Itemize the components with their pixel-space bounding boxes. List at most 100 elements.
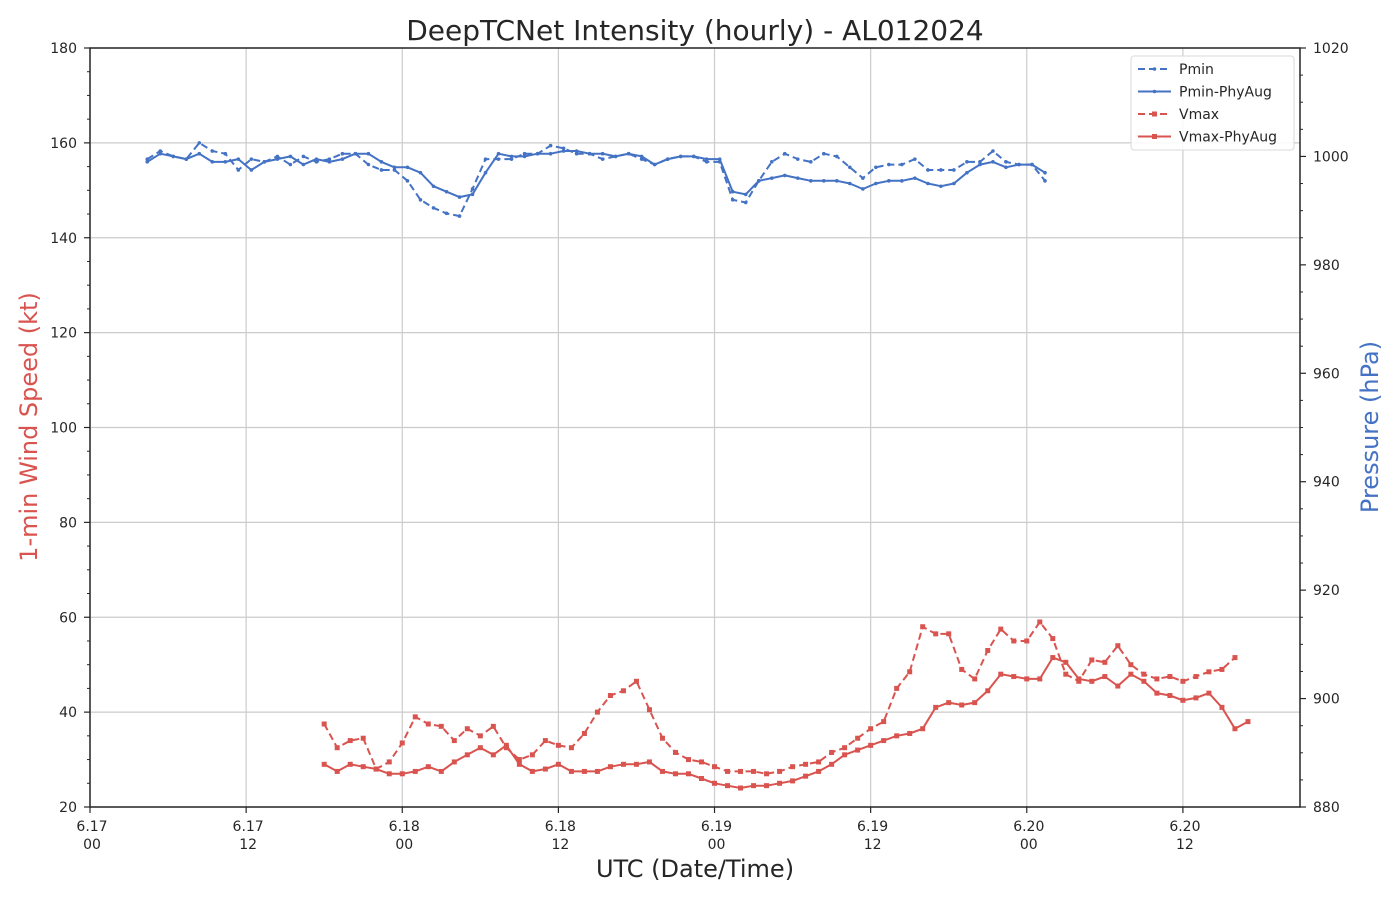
data-point bbox=[848, 181, 852, 186]
data-point bbox=[158, 149, 163, 153]
data-point bbox=[907, 669, 913, 675]
data-point bbox=[399, 740, 405, 746]
data-point bbox=[581, 768, 587, 774]
data-point bbox=[907, 730, 913, 736]
data-point bbox=[777, 768, 783, 774]
data-point bbox=[1050, 636, 1056, 642]
data-point bbox=[262, 160, 267, 164]
x-tick-label-time: 12 bbox=[551, 837, 569, 853]
data-point bbox=[425, 721, 431, 727]
data-point bbox=[529, 768, 535, 774]
data-point bbox=[887, 162, 891, 167]
data-point bbox=[418, 170, 423, 175]
x-tick-label-time: 12 bbox=[864, 837, 882, 853]
y-tick-label-right: 960 bbox=[1313, 366, 1340, 382]
data-point bbox=[965, 160, 969, 164]
legend-label: Pmin-PhyAug bbox=[1179, 85, 1272, 101]
data-point bbox=[685, 771, 691, 777]
data-point bbox=[561, 146, 566, 151]
data-point bbox=[946, 700, 952, 706]
x-axis-title: UTC (Date/Time) bbox=[596, 855, 794, 883]
data-point bbox=[360, 735, 366, 741]
y-tick-label-right: 880 bbox=[1313, 800, 1340, 816]
data-point bbox=[327, 160, 332, 164]
data-point bbox=[808, 179, 813, 183]
series-layer bbox=[145, 141, 1251, 791]
data-point bbox=[991, 149, 995, 153]
legend-label: Vmax bbox=[1179, 107, 1219, 123]
data-point bbox=[868, 726, 874, 732]
data-point bbox=[457, 195, 462, 199]
data-point bbox=[913, 176, 917, 180]
data-point bbox=[1017, 162, 1021, 167]
data-point bbox=[1245, 719, 1251, 725]
data-point bbox=[1128, 671, 1134, 677]
data-point bbox=[803, 773, 809, 779]
data-point bbox=[516, 757, 522, 763]
data-point bbox=[1115, 683, 1121, 689]
data-point bbox=[457, 214, 462, 218]
data-point bbox=[431, 184, 436, 189]
legend-frame bbox=[1130, 55, 1295, 151]
data-point bbox=[1102, 674, 1108, 680]
data-point bbox=[712, 780, 718, 786]
x-tick-label-time: 00 bbox=[83, 837, 101, 853]
data-point bbox=[1219, 704, 1225, 710]
data-point bbox=[816, 759, 822, 765]
data-point bbox=[691, 154, 696, 159]
x-tick-label-date: 6.20 bbox=[1013, 819, 1044, 835]
data-point bbox=[1115, 643, 1121, 649]
data-point bbox=[249, 157, 254, 161]
data-point bbox=[197, 141, 202, 145]
data-point bbox=[782, 173, 787, 178]
data-point bbox=[496, 157, 501, 161]
data-point bbox=[646, 759, 652, 765]
data-point bbox=[444, 189, 449, 194]
data-point bbox=[334, 768, 340, 774]
data-point bbox=[639, 154, 644, 159]
legend-label: Pmin bbox=[1179, 62, 1214, 78]
data-point bbox=[574, 149, 579, 153]
x-tick-label-date: 6.17 bbox=[76, 819, 107, 835]
x-tick-label-time: 00 bbox=[1020, 837, 1038, 853]
y-tick-label-left: 120 bbox=[50, 326, 77, 342]
data-point bbox=[639, 157, 644, 161]
data-point bbox=[965, 170, 969, 175]
y-tick-label-left: 80 bbox=[59, 515, 77, 531]
y-tick-label-right: 1000 bbox=[1313, 149, 1349, 165]
data-point bbox=[764, 771, 770, 777]
data-point bbox=[470, 187, 475, 191]
data-point bbox=[646, 707, 652, 713]
data-point bbox=[386, 759, 392, 765]
data-point bbox=[1180, 697, 1186, 703]
data-point bbox=[1141, 678, 1147, 684]
data-point bbox=[379, 168, 384, 172]
data-point bbox=[522, 151, 527, 156]
data-point bbox=[769, 176, 774, 180]
data-point bbox=[1011, 638, 1017, 644]
x-tick-label-date: 6.18 bbox=[389, 819, 420, 835]
y-tick-label-right: 980 bbox=[1313, 258, 1340, 274]
data-point bbox=[803, 761, 809, 767]
data-point bbox=[223, 151, 228, 156]
y-tick-label-left: 100 bbox=[50, 421, 77, 437]
data-point bbox=[717, 157, 722, 161]
data-point bbox=[288, 162, 293, 167]
data-point bbox=[790, 778, 796, 784]
data-point bbox=[1206, 690, 1212, 696]
data-point bbox=[998, 626, 1004, 632]
data-point bbox=[1011, 674, 1017, 680]
legend-swatch-marker bbox=[1152, 89, 1157, 94]
data-point bbox=[795, 176, 800, 180]
y-tick-label-right: 900 bbox=[1313, 692, 1340, 708]
y-tick-label-right: 1020 bbox=[1313, 41, 1349, 57]
data-point bbox=[236, 157, 241, 161]
data-point bbox=[353, 151, 358, 156]
data-point bbox=[509, 154, 514, 159]
data-point bbox=[607, 693, 613, 699]
data-point bbox=[1024, 638, 1030, 644]
data-point bbox=[756, 179, 761, 183]
data-point bbox=[751, 783, 757, 789]
data-point bbox=[405, 179, 410, 183]
y-axis-title-right: Pressure (hPa) bbox=[1356, 341, 1384, 513]
